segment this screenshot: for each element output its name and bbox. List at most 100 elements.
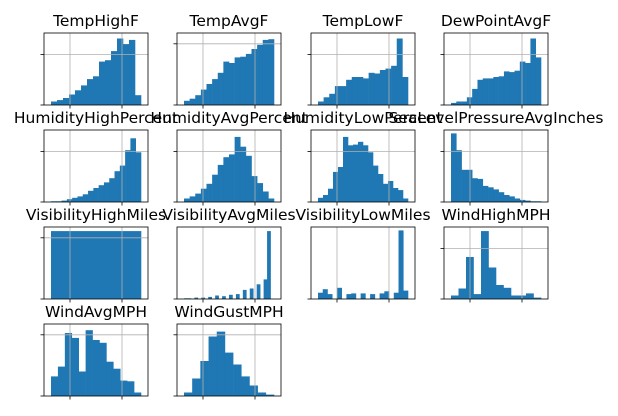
histogram-bar (388, 181, 394, 202)
histogram-bar (472, 178, 478, 202)
histogram-bar (509, 72, 515, 105)
subplot-windgustmph: WindGustMPH (173, 303, 284, 400)
subplot-title: HumidityLowPercent (283, 109, 442, 127)
histogram-bar (477, 79, 484, 105)
histogram-bar (129, 39, 136, 105)
histogram-bar (195, 95, 202, 105)
histogram-bar (403, 290, 409, 299)
histogram-bar (200, 361, 209, 396)
axes-frame (443, 129, 549, 203)
histogram-bar (396, 38, 403, 105)
histogram-bar (217, 72, 224, 105)
histogram-bar (498, 192, 505, 202)
histogram-bar (456, 150, 462, 202)
histogram-bar (51, 376, 59, 396)
histogram-bar (370, 294, 376, 299)
histogram-bar (262, 39, 269, 105)
histogram-bar (329, 93, 336, 105)
histogram-bar (249, 385, 258, 396)
histogram-bar (206, 183, 213, 202)
histogram-bar (535, 57, 542, 105)
histogram-bar (456, 101, 462, 105)
histogram-bar (120, 380, 128, 396)
histogram-bar (208, 296, 212, 299)
histogram-bar (525, 200, 531, 202)
histogram-bar (235, 294, 240, 299)
histogram-bar (360, 293, 366, 299)
histogram-bar (78, 371, 86, 396)
histogram-bar (200, 89, 207, 105)
histogram-bar (477, 178, 484, 202)
histogram-bar (257, 44, 264, 105)
subplot-title: SeaLevelPressureAvgInches (388, 109, 603, 127)
axes-frame (43, 129, 149, 203)
histogram-bar (461, 169, 468, 202)
subplot-title: TempLowF (322, 12, 404, 30)
histogram-bar (262, 191, 269, 202)
histogram-bar (189, 98, 196, 105)
histogram-bar (103, 182, 110, 202)
subplot-title: TempAvgF (189, 12, 269, 30)
histogram-bar (493, 77, 499, 105)
histogram-bar (245, 53, 252, 105)
histogram-bar (473, 294, 482, 299)
histogram-bar (184, 100, 190, 105)
histogram-bar (403, 198, 409, 202)
histogram-bar (98, 185, 105, 202)
histogram-bar (85, 330, 93, 396)
histogram-bar (482, 185, 489, 202)
subplot-title: TempHighF (52, 12, 139, 30)
histogram-bar (519, 199, 526, 202)
axes-frame (443, 226, 549, 300)
subplot-visibilityhighmiles: VisibilityHighMiles (26, 206, 166, 303)
histogram-bar (63, 98, 70, 105)
histogram-bar (257, 183, 264, 202)
histogram-bar (526, 293, 534, 299)
histogram-bar (353, 144, 359, 202)
histogram-bar (240, 56, 247, 105)
histogram-bar (338, 167, 344, 202)
histogram-bar (51, 231, 142, 299)
histogram-bar (323, 97, 330, 105)
subplot-humiditylowpercent: HumidityLowPercent (283, 109, 443, 206)
histogram-bar (265, 394, 275, 396)
histogram-bar (114, 171, 121, 202)
histogram-bar (451, 295, 459, 299)
histogram-bar (249, 288, 254, 299)
histogram-bar (267, 231, 271, 299)
histogram-bar (385, 68, 392, 105)
histogram-bar (333, 171, 339, 202)
histogram-bar (488, 267, 497, 299)
histogram-bar (378, 174, 384, 202)
axes-frame (310, 129, 416, 203)
histogram-bar (498, 76, 505, 105)
histogram-bar (208, 336, 218, 396)
subplot-sealevelpressureavginches: SeaLevelPressureAvgInches (388, 109, 604, 206)
histogram-bar (533, 297, 542, 299)
subplot-title: WindGustMPH (174, 303, 283, 321)
histogram-bar (223, 157, 230, 202)
subplot-windavgmph: WindAvgMPH (40, 303, 149, 400)
histogram-bar (503, 287, 512, 299)
subplot-title: HumidityAvgPercent (150, 109, 307, 127)
histogram-bar (393, 188, 399, 202)
histogram-bar (233, 364, 242, 396)
histogram-bar (192, 378, 201, 396)
histogram-bar (57, 100, 64, 105)
histogram-bar (93, 188, 99, 202)
subplot-title: VisibilityHighMiles (26, 206, 166, 224)
histogram-bar (318, 101, 324, 105)
histogram-bar (351, 293, 357, 299)
histogram-bar (323, 195, 329, 202)
histogram-bar (87, 79, 94, 105)
histogram-bar (518, 295, 527, 299)
histogram-bar (72, 197, 78, 202)
histogram-bar (346, 294, 352, 299)
axes-frame (310, 32, 416, 106)
axes-frame (43, 226, 149, 300)
histogram-bar (189, 196, 196, 202)
histogram-bar (503, 71, 510, 105)
subplot-temphighf: TempHighF (40, 12, 149, 109)
histogram-bar (77, 196, 84, 202)
histogram-bar (51, 101, 58, 105)
